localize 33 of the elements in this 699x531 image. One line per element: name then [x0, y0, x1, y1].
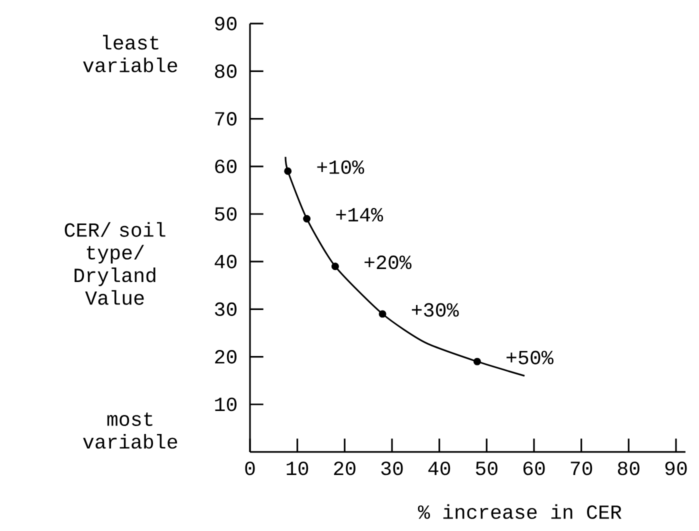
x-tick-label: 10: [286, 462, 308, 476]
x-tick-label: 30: [381, 462, 403, 476]
x-tick-label: 80: [618, 462, 640, 476]
annotation: +50%: [506, 350, 554, 364]
x-tick-label: 70: [570, 462, 592, 476]
y-axis-title: CER/ soil type/ Dryland Value: [64, 222, 166, 305]
annotation: +10%: [317, 160, 364, 174]
y-tick-label: 30: [214, 302, 236, 316]
y-tick-label: 90: [215, 16, 236, 30]
x-tick-label: 40: [428, 462, 450, 476]
annotation: +20%: [364, 256, 412, 270]
text: most variable: [83, 412, 178, 449]
point: [284, 167, 292, 175]
annotation: +14%: [336, 208, 384, 222]
x-tick-label: 60: [523, 462, 545, 476]
x-axis-title: % increase in CER: [418, 504, 622, 519]
y-tick-label: 80: [215, 64, 236, 78]
x-tick-label: 50: [476, 462, 498, 476]
point: [378, 310, 386, 318]
point: [331, 262, 339, 270]
y-tick-label: 50: [214, 207, 236, 221]
x-tick-label: 0: [245, 462, 255, 476]
text: least variable: [83, 34, 178, 72]
point: [473, 358, 481, 366]
y-tick-label: 60: [215, 160, 236, 174]
point: [303, 215, 311, 222]
y-tick-label: 10: [215, 398, 236, 412]
y-tick-label: 70: [215, 112, 236, 126]
y-tick-label: 40: [214, 254, 236, 268]
x-tick-label: 20: [334, 462, 356, 476]
annotation: +30%: [412, 303, 459, 317]
y-tick-label: 20: [215, 350, 236, 364]
x-tick-label: 90: [665, 462, 687, 476]
